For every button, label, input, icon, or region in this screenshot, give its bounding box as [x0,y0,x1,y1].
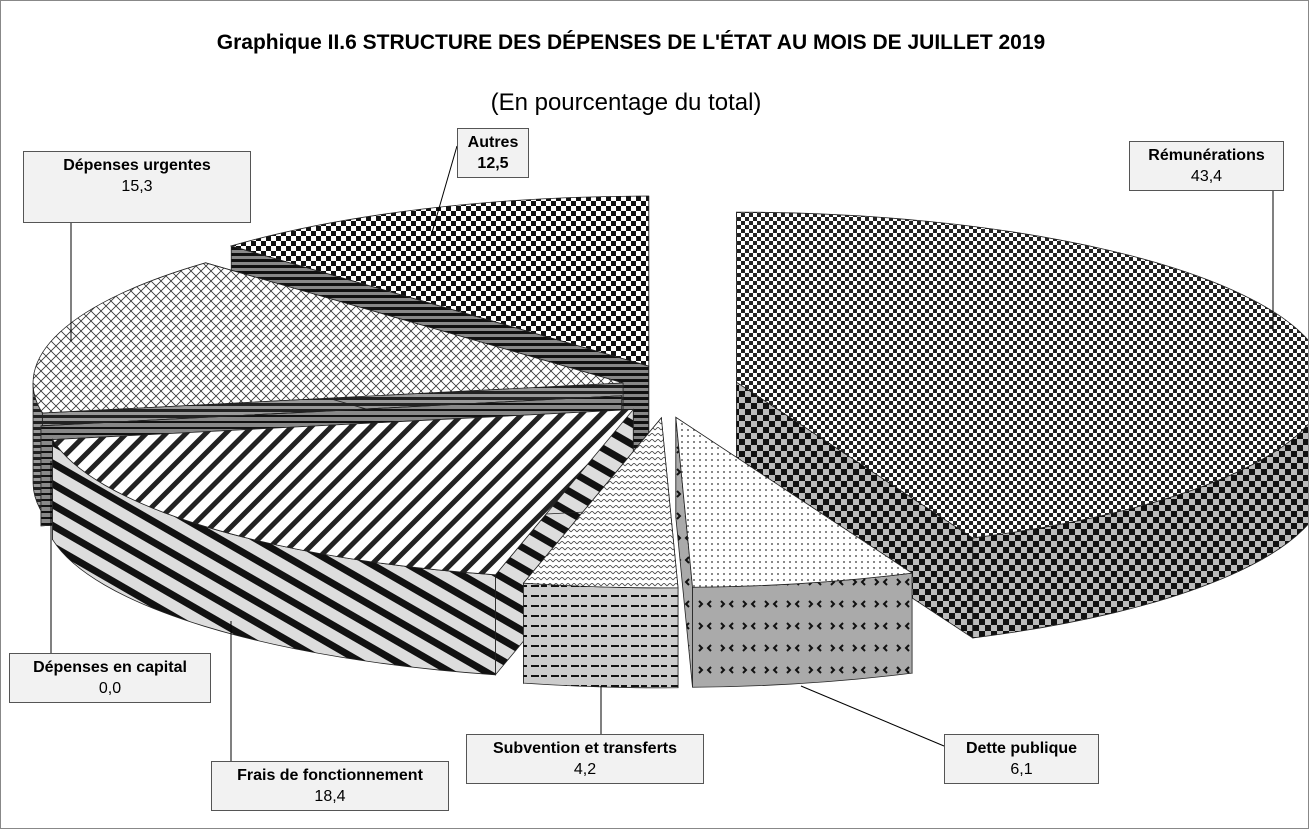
data-label: Rémunérations 43,4 [1129,141,1284,191]
label-name: Dépenses urgentes [63,157,211,174]
slice [32,262,624,414]
slice [736,211,1308,539]
outer-wall [523,582,679,689]
label-value: 0,0 [98,680,122,697]
chart-title: Graphique II.6 STRUCTURE DES DÉPENSES DE… [216,31,1046,54]
slice [522,416,679,589]
slice [229,195,650,367]
label-value: 4,2 [573,761,597,778]
label-name: Subvention et transferts [492,740,678,757]
label-value: 18,4 [314,788,346,805]
leader-line [430,145,458,237]
data-label: Subvention et transferts 4,2 [466,734,704,784]
label-name: Dépenses en capital [33,659,187,676]
label-name: Dette publique [965,740,1078,757]
data-label: Frais de fonctionnement 18,4 [211,761,449,811]
label-name: Rémunérations [1148,147,1265,164]
data-label: Dépenses urgentes 15,3 [23,151,251,223]
slice [51,409,635,576]
outer-wall [692,572,913,688]
data-label: Autres 12,5 [457,128,529,178]
data-label: Dépenses en capital 0,0 [9,653,211,703]
label-value: 15,3 [121,178,153,195]
label-value: 6,1 [1010,761,1033,778]
data-label: Dette publique 6,1 [944,734,1099,784]
label-value: 43,4 [1190,168,1223,185]
chart-subtitle: (En pourcentage du total) [490,89,762,116]
label-name: Frais de fonctionnement [237,767,423,784]
label-value: 12,5 [477,155,509,172]
leader-line [800,685,945,747]
label-name: Autres [467,134,519,151]
slice [675,416,914,588]
